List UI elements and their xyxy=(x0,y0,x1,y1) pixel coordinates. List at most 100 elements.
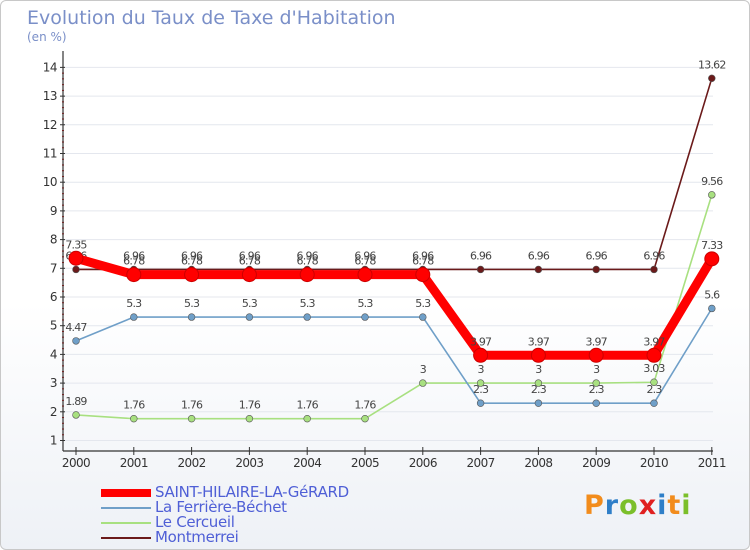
data-point-la-ferriere-bechet-2005 xyxy=(361,313,369,321)
x-tick-label-2011: 2011 xyxy=(698,456,726,470)
data-point-saint-hilaire-la-gerard-2011 xyxy=(704,251,720,267)
x-tick-label-2007: 2007 xyxy=(467,456,495,470)
series-line-la-ferriere-bechet xyxy=(75,307,713,404)
data-point-saint-hilaire-la-gerard-2006 xyxy=(415,267,431,283)
legend-label-montmerrei: Montmerrei xyxy=(155,528,239,546)
data-point-montmerrei-2007 xyxy=(476,265,485,274)
data-point-saint-hilaire-la-gerard-2003 xyxy=(241,267,257,283)
data-label-saint-hilaire-la-gerard-2000: 7.35 xyxy=(65,238,87,251)
y-tick-label-3: 3 xyxy=(50,376,57,390)
data-label-saint-hilaire-la-gerard-2003: 6.78 xyxy=(239,255,261,268)
data-label-saint-hilaire-la-gerard-2001: 6.78 xyxy=(123,255,145,268)
legend-label-saint-hilaire: SAINT-HILAIRE-LA-GéRARD xyxy=(155,483,349,501)
logo-letter-i: i xyxy=(657,490,668,521)
data-point-saint-hilaire-la-gerard-2010 xyxy=(646,347,662,363)
x-tick-label-2006: 2006 xyxy=(409,456,437,470)
data-point-montmerrei-2011 xyxy=(708,74,716,83)
data-point-le-cercueil-2000 xyxy=(72,411,80,419)
data-point-la-ferriere-bechet-2007 xyxy=(476,399,485,407)
data-label-la-ferriere-bechet-2008: 2.3 xyxy=(531,383,547,396)
legend-swatch-montmerrei xyxy=(101,537,151,539)
data-point-la-ferriere-bechet-2001 xyxy=(130,313,138,321)
logo-letter-t: t xyxy=(667,490,682,521)
legend-swatch-le-cercueil xyxy=(101,522,151,524)
data-label-montmerrei-2009: 6.96 xyxy=(586,249,608,262)
data-label-la-ferriere-bechet-2000: 4.47 xyxy=(65,321,87,334)
data-label-le-cercueil-2008: 3 xyxy=(535,363,542,376)
data-label-le-cercueil-2005: 1.76 xyxy=(354,399,376,412)
data-point-saint-hilaire-la-gerard-2009 xyxy=(588,347,604,363)
data-label-saint-hilaire-la-gerard-2008: 3.97 xyxy=(528,335,550,348)
data-point-saint-hilaire-la-gerard-2001 xyxy=(126,267,142,283)
series-line-saint-hilaire-la-gerard xyxy=(71,253,717,360)
legend-swatch-la-ferriere xyxy=(101,507,151,509)
x-tick-label-2004: 2004 xyxy=(293,456,321,470)
y-tick-label-2: 2 xyxy=(50,405,57,419)
data-label-saint-hilaire-la-gerard-2006: 6.78 xyxy=(412,255,434,268)
data-label-montmerrei-2010: 6.96 xyxy=(643,249,665,262)
legend-label-le-cercueil: Le Cercueil xyxy=(155,513,235,531)
data-point-le-cercueil-2002 xyxy=(187,414,196,423)
y-tick-label-7: 7 xyxy=(50,261,57,275)
y-tick-label-12: 12 xyxy=(43,118,57,132)
data-point-la-ferriere-bechet-2002 xyxy=(187,313,196,321)
data-label-le-cercueil-2002: 1.76 xyxy=(181,399,203,412)
data-label-la-ferriere-bechet-2005: 5.3 xyxy=(357,297,373,310)
data-label-montmerrei-2005: 6.96 xyxy=(354,249,376,262)
data-label-la-ferriere-bechet-2006: 5.3 xyxy=(415,297,431,310)
data-label-la-ferriere-bechet-2001: 5.3 xyxy=(126,297,142,310)
data-point-la-ferriere-bechet-2008 xyxy=(534,399,543,407)
logo-letter-o: o xyxy=(619,490,639,521)
data-label-montmerrei-2004: 6.96 xyxy=(297,249,319,262)
data-point-saint-hilaire-la-gerard-2007 xyxy=(473,347,489,363)
data-point-montmerrei-2010 xyxy=(650,265,658,274)
logo-letter-p: P xyxy=(584,490,605,521)
logo-letter-x: x xyxy=(638,490,658,521)
data-label-la-ferriere-bechet-2004: 5.3 xyxy=(300,297,316,310)
data-label-la-ferriere-bechet-2003: 5.3 xyxy=(242,297,258,310)
y-tick-label-6: 6 xyxy=(50,290,57,304)
data-point-saint-hilaire-la-gerard-2002 xyxy=(184,267,200,283)
data-point-saint-hilaire-la-gerard-2000 xyxy=(68,250,84,266)
data-point-le-cercueil-2009 xyxy=(592,379,600,387)
data-point-saint-hilaire-la-gerard-2005 xyxy=(357,267,373,283)
data-point-saint-hilaire-la-gerard-2004 xyxy=(299,267,315,283)
y-tick-label-9: 9 xyxy=(50,204,57,218)
y-tick-label-13: 13 xyxy=(43,89,57,103)
data-point-le-cercueil-2010 xyxy=(650,378,658,386)
data-label-le-cercueil-2003: 1.76 xyxy=(239,399,261,412)
data-point-la-ferriere-bechet-2011 xyxy=(708,304,716,313)
data-label-le-cercueil-2001: 1.76 xyxy=(123,399,145,412)
y-tick-label-4: 4 xyxy=(50,347,57,361)
data-label-saint-hilaire-la-gerard-2002: 6.78 xyxy=(181,255,203,268)
data-label-montmerrei-2002: 6.96 xyxy=(181,249,203,262)
data-point-montmerrei-2008 xyxy=(534,265,543,274)
data-label-la-ferriere-bechet-2009: 2.3 xyxy=(589,383,605,396)
x-tick-label-2008: 2008 xyxy=(524,456,552,470)
data-label-montmerrei-2001: 6.96 xyxy=(123,249,145,262)
data-point-la-ferriere-bechet-2010 xyxy=(650,399,658,407)
data-point-la-ferriere-bechet-2009 xyxy=(592,399,600,407)
logo-letter-r: r xyxy=(604,490,620,521)
legend-label-la-ferriere: La Ferrière-Béchet xyxy=(155,498,287,516)
x-tick-label-2009: 2009 xyxy=(582,456,610,470)
data-label-saint-hilaire-la-gerard-2004: 6.78 xyxy=(297,255,319,268)
x-tick-label-2010: 2010 xyxy=(640,456,668,470)
data-point-le-cercueil-2005 xyxy=(361,414,369,423)
data-label-montmerrei-2008: 6.96 xyxy=(528,249,550,262)
data-point-saint-hilaire-la-gerard-2008 xyxy=(530,347,546,363)
proxiti-logo: Proxiti xyxy=(584,490,692,521)
data-label-montmerrei-2006: 6.96 xyxy=(412,249,434,262)
data-label-la-ferriere-bechet-2002: 5.3 xyxy=(184,297,200,310)
y-tick-label-5: 5 xyxy=(50,319,57,333)
x-tick-label-2003: 2003 xyxy=(235,456,263,470)
series-line-montmerrei xyxy=(75,77,713,271)
chart-title: Evolution du Taux de Taxe d'Habitation xyxy=(27,7,396,29)
data-point-le-cercueil-2007 xyxy=(476,379,485,387)
y-tick-label-10: 10 xyxy=(43,175,57,189)
data-label-le-cercueil-2007: 3 xyxy=(477,363,484,376)
data-label-le-cercueil-2004: 1.76 xyxy=(297,399,319,412)
data-label-montmerrei-2003: 6.96 xyxy=(239,249,261,262)
